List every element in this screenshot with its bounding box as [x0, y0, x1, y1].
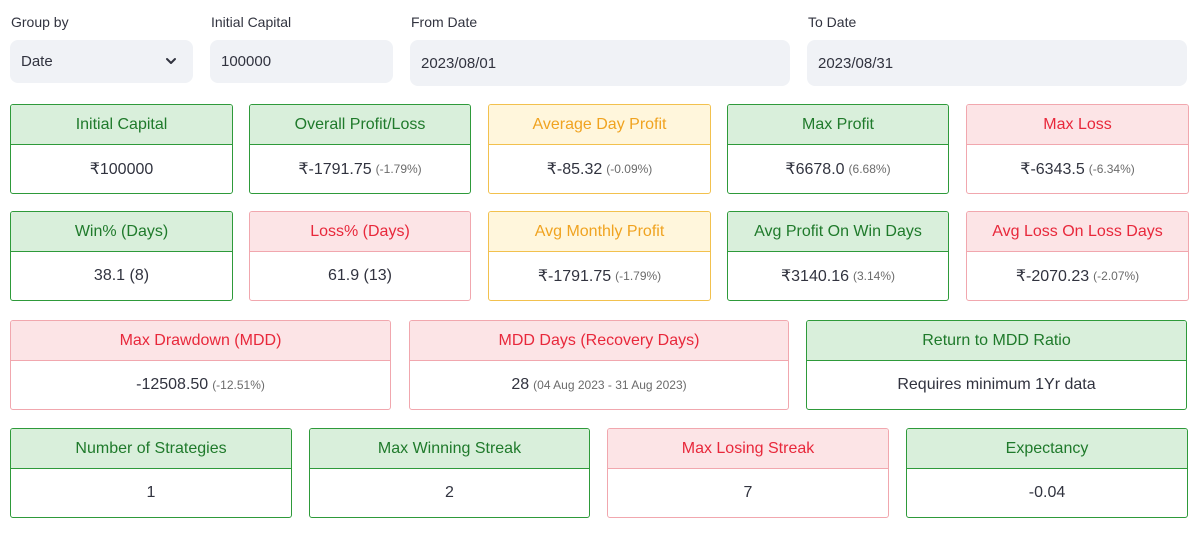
card-value: 28 [511, 376, 530, 393]
card-title: Loss% (Days) [250, 212, 470, 252]
card-title: Max Profit [728, 105, 948, 145]
from-date-label: From Date [411, 14, 478, 30]
card-percent: (-1.79%) [615, 269, 662, 283]
card-title: Average Day Profit [489, 105, 710, 145]
card-value: 38.1 (8) [93, 267, 150, 284]
to-date-label: To Date [808, 14, 857, 30]
card-value: 1 [146, 484, 156, 501]
card-max-loss: Max Loss ₹-6343.5 (-6.34%) [966, 104, 1189, 194]
card-title: Expectancy [907, 429, 1187, 469]
card-initial-capital: Initial Capital ₹100000 [10, 104, 233, 194]
card-value: ₹-2070.23 [1015, 268, 1090, 285]
card-percent: (-1.79%) [375, 162, 422, 176]
initial-capital-input[interactable]: 100000 [210, 40, 393, 83]
card-title: Win% (Days) [11, 212, 232, 252]
card-mdd-days: MDD Days (Recovery Days) 28 (04 Aug 2023 … [409, 320, 789, 410]
card-max-winning-streak: Max Winning Streak 2 [309, 428, 590, 518]
card-percent: (3.14%) [852, 269, 896, 283]
card-average-day-profit: Average Day Profit ₹-85.32 (-0.09%) [488, 104, 711, 194]
from-date-value: 2023/08/01 [421, 54, 497, 72]
card-title: Initial Capital [11, 105, 232, 145]
card-value: -12508.50 [136, 376, 209, 393]
card-avg-loss-loss-days: Avg Loss On Loss Days ₹-2070.23 (-2.07%) [966, 211, 1189, 301]
card-percent: (-12.51%) [212, 378, 265, 392]
card-overall-profit-loss: Overall Profit/Loss ₹-1791.75 (-1.79%) [249, 104, 471, 194]
card-title: Avg Profit On Win Days [728, 212, 948, 252]
card-value: ₹100000 [89, 161, 154, 178]
chevron-down-icon [166, 58, 176, 64]
card-title: MDD Days (Recovery Days) [410, 321, 788, 361]
initial-capital-value: 100000 [221, 53, 272, 70]
card-value: ₹-6343.5 [1020, 161, 1085, 178]
card-title: Return to MDD Ratio [807, 321, 1186, 361]
card-win-pct: Win% (Days) 38.1 (8) [10, 211, 233, 301]
card-percent: (-6.34%) [1088, 162, 1135, 176]
card-title: Avg Loss On Loss Days [967, 212, 1188, 252]
group-by-label: Group by [11, 14, 69, 30]
card-value: ₹-1791.75 [537, 268, 612, 285]
card-expectancy: Expectancy -0.04 [906, 428, 1188, 518]
card-title: Max Winning Streak [310, 429, 589, 469]
to-date-value: 2023/08/31 [818, 54, 894, 72]
card-loss-pct: Loss% (Days) 61.9 (13) [249, 211, 471, 301]
card-value: ₹3140.16 [780, 268, 849, 285]
group-by-value: Date [21, 53, 53, 70]
card-title: Max Drawdown (MDD) [11, 321, 390, 361]
card-percent: (-0.09%) [606, 162, 653, 176]
card-avg-monthly-profit: Avg Monthly Profit ₹-1791.75 (-1.79%) [488, 211, 711, 301]
card-percent: (6.68%) [848, 162, 891, 176]
card-value: ₹-1791.75 [298, 161, 372, 178]
card-value: ₹6678.0 [785, 161, 845, 178]
from-date-input[interactable]: 2023/08/01 [410, 40, 790, 86]
card-value: ₹-85.32 [546, 161, 603, 178]
card-max-profit: Max Profit ₹6678.0 (6.68%) [727, 104, 949, 194]
card-title: Max Losing Streak [608, 429, 888, 469]
initial-capital-label: Initial Capital [211, 14, 292, 30]
card-title: Avg Monthly Profit [489, 212, 710, 252]
to-date-input[interactable]: 2023/08/31 [807, 40, 1187, 86]
group-by-select[interactable]: Date [10, 40, 193, 83]
card-value: 2 [445, 484, 454, 501]
card-return-mdd-ratio: Return to MDD Ratio Requires minimum 1Yr… [806, 320, 1187, 410]
card-value: Requires minimum 1Yr data [897, 376, 1096, 393]
card-title: Max Loss [967, 105, 1188, 145]
card-number-of-strategies: Number of Strategies 1 [10, 428, 292, 518]
card-title: Overall Profit/Loss [250, 105, 470, 145]
card-max-drawdown: Max Drawdown (MDD) -12508.50 (-12.51%) [10, 320, 391, 410]
card-value: 61.9 (13) [327, 267, 393, 284]
card-title: Number of Strategies [11, 429, 291, 469]
card-avg-profit-win-days: Avg Profit On Win Days ₹3140.16 (3.14%) [727, 211, 949, 301]
card-value: 7 [743, 484, 753, 501]
card-max-losing-streak: Max Losing Streak 7 [607, 428, 889, 518]
card-value: -0.04 [1028, 484, 1066, 501]
card-percent: (-2.07%) [1093, 269, 1140, 283]
card-percent: (04 Aug 2023 - 31 Aug 2023) [533, 378, 687, 392]
